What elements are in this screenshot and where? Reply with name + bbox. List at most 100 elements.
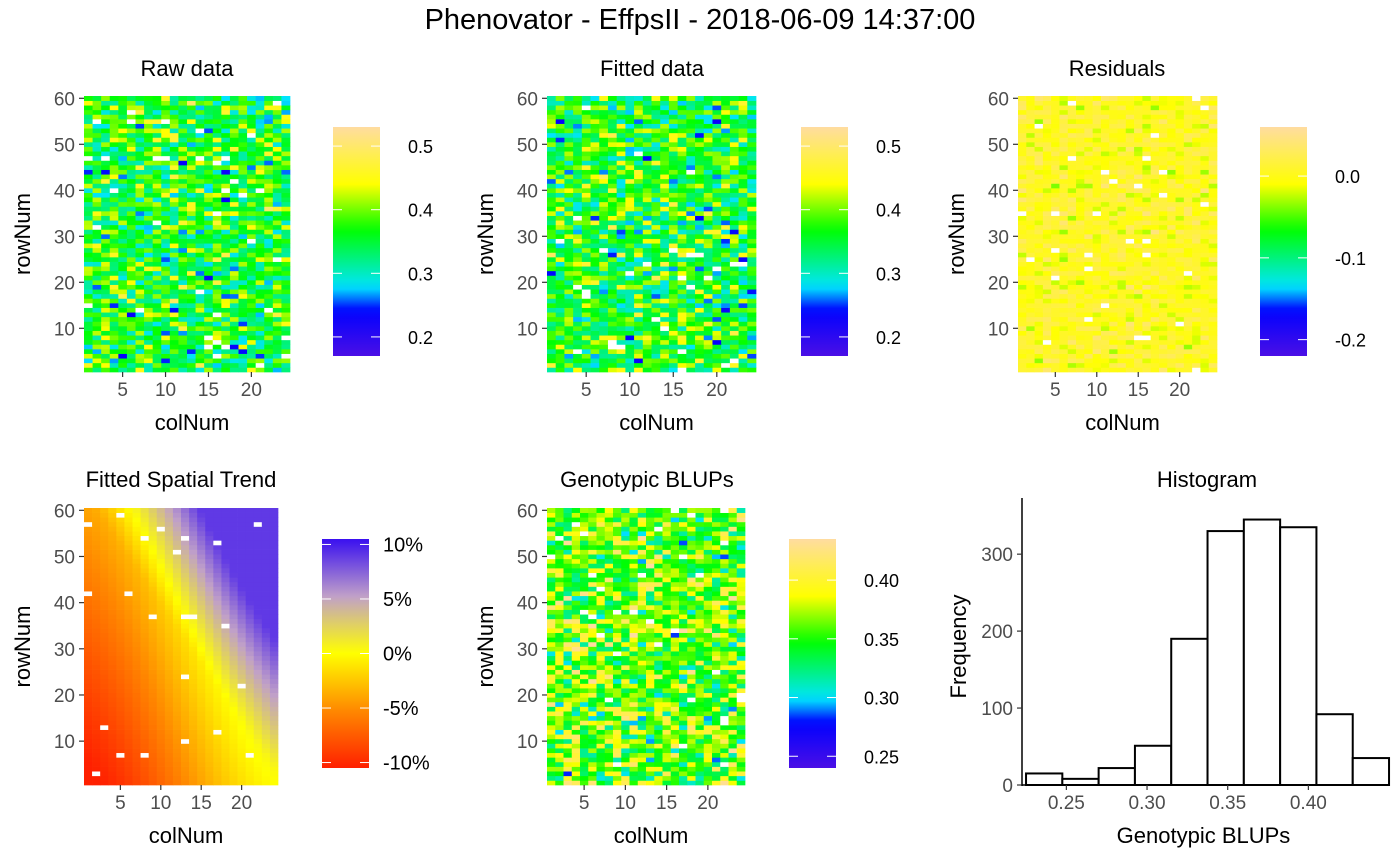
heatmap-cell — [229, 220, 239, 226]
heatmap-cell — [1150, 257, 1160, 262]
heatmap-cell — [187, 330, 196, 336]
heatmap-cell — [1059, 160, 1069, 166]
heatmap-cell — [247, 247, 257, 253]
heatmap-cell — [1125, 220, 1135, 226]
heatmap-cell — [1167, 146, 1176, 152]
heatmap-cell — [204, 197, 214, 203]
heatmap-cell — [212, 137, 222, 143]
heatmap-cell — [668, 367, 678, 373]
heatmap-cell — [229, 692, 238, 698]
heatmap-cell — [1042, 155, 1052, 161]
heatmap-cell — [1167, 247, 1176, 253]
heatmap-cell — [1034, 188, 1044, 193]
heatmap-cell — [1026, 280, 1035, 285]
heatmap-cell — [590, 160, 600, 166]
heatmap-cell — [116, 766, 125, 772]
heatmap-cell — [108, 715, 117, 721]
heatmap-cell — [1026, 220, 1035, 226]
heatmap-cell — [1076, 151, 1085, 157]
heatmap-cell — [1167, 192, 1176, 198]
heatmap-cell — [1092, 146, 1102, 152]
heatmap-cell — [547, 114, 557, 120]
heatmap-cell — [1051, 178, 1060, 184]
heatmap-cell — [625, 362, 635, 368]
heatmap-cell — [124, 761, 133, 767]
heatmap-cell — [1134, 224, 1143, 230]
heatmap-cell — [1175, 238, 1185, 244]
heatmap-cell — [212, 289, 222, 295]
heatmap-cell — [729, 192, 739, 198]
heatmap-cell — [738, 275, 748, 281]
heatmap-cell — [634, 123, 644, 129]
heatmap-cell — [187, 206, 196, 212]
heatmap-cell — [172, 748, 182, 754]
heatmap-cell — [229, 266, 239, 272]
heatmap-cell — [245, 766, 255, 772]
heatmap-cell — [1109, 114, 1118, 120]
heatmap-cell — [156, 692, 166, 698]
heatmap-cell — [677, 270, 687, 276]
heatmap-cell — [625, 229, 635, 235]
heatmap-cell — [238, 303, 248, 308]
heatmap-cell — [590, 201, 600, 207]
heatmap-cell — [634, 252, 644, 258]
heatmap-cell — [555, 367, 565, 373]
heatmap-cell — [281, 105, 291, 111]
heatmap-cell — [581, 270, 591, 276]
heatmap-cell — [253, 715, 263, 721]
heatmap-cell — [195, 220, 205, 226]
heatmap-cell — [169, 307, 179, 313]
heatmap-cell — [1109, 146, 1118, 152]
heatmap-cell — [116, 697, 125, 703]
heatmap-cell — [651, 349, 661, 354]
heatmap-cell — [1042, 335, 1052, 341]
heatmap-cell — [721, 303, 731, 308]
heatmap-cell — [161, 307, 171, 313]
heatmap-cell — [245, 706, 255, 712]
heatmap-cell — [161, 321, 171, 327]
heatmap-cell — [686, 330, 696, 336]
heatmap-cell — [204, 349, 214, 354]
heatmap-cell — [213, 706, 222, 712]
heatmap-cell — [195, 96, 205, 101]
heatmap-cell — [747, 174, 757, 180]
heatmap-cell — [616, 353, 626, 359]
heatmap-cell — [187, 234, 196, 239]
heatmap-cell — [1192, 284, 1201, 290]
heatmap-cell — [1067, 330, 1077, 336]
heatmap-cell — [1076, 261, 1085, 267]
heatmap-cell — [729, 293, 739, 299]
heatmap-cell — [1183, 261, 1193, 267]
heatmap-cell — [1051, 137, 1060, 143]
heatmap-cell — [261, 757, 271, 763]
heatmap-cell — [1042, 298, 1052, 304]
heatmap-cell — [590, 174, 600, 180]
heatmap-cell — [272, 169, 282, 175]
heatmap-cell — [721, 247, 731, 253]
heatmap-cell — [204, 109, 214, 115]
heatmap-cell — [126, 275, 136, 281]
heatmap-cell — [1200, 119, 1210, 124]
heatmap-cell — [1208, 234, 1218, 239]
heatmap-cell — [189, 711, 198, 717]
heatmap-cell — [237, 678, 247, 684]
heatmap-cell — [1208, 109, 1218, 115]
heatmap-cell — [221, 206, 231, 212]
heatmap-cell — [247, 367, 257, 373]
heatmap-cell — [590, 183, 600, 189]
heatmap-cell — [187, 339, 196, 345]
heatmap-cell — [84, 335, 93, 341]
heatmap-cell — [169, 257, 179, 262]
heatmap-cell — [547, 100, 557, 106]
heatmap-cell — [172, 697, 182, 703]
heatmap-cell — [1042, 183, 1052, 189]
heatmap-cell — [564, 298, 574, 304]
heatmap-cell — [238, 316, 248, 322]
heatmap-cell — [1034, 367, 1044, 373]
heatmap-cell — [212, 234, 222, 239]
heatmap-cell — [1076, 280, 1085, 285]
heatmap-cell — [238, 215, 248, 221]
heatmap-cell — [1092, 105, 1102, 111]
heatmap-cell — [599, 174, 609, 180]
heatmap-cell — [272, 151, 282, 157]
